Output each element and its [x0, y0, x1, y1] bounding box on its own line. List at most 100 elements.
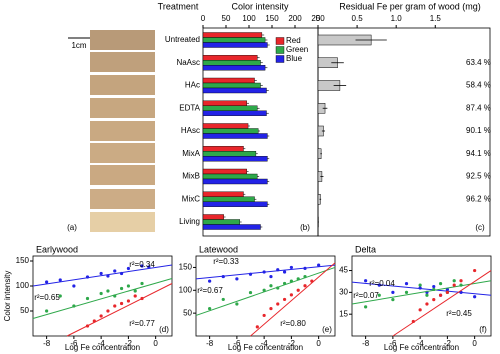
x-tick-label: 50	[222, 14, 231, 23]
scatter-point	[140, 281, 144, 286]
x-tick-label: -8	[206, 339, 214, 348]
photo	[90, 30, 155, 50]
y-tick-label: 45	[339, 266, 348, 275]
chart-title: Latewood	[199, 244, 238, 254]
bar	[202, 65, 266, 71]
scatter-point	[269, 306, 273, 311]
scatter-point	[147, 265, 151, 269]
bar	[202, 146, 244, 152]
reduction-label: 87.4 %	[466, 103, 491, 112]
photo	[90, 121, 155, 141]
scatter-point	[72, 284, 76, 288]
scatter-point	[391, 290, 395, 294]
r2-label: r²=0.33	[213, 257, 239, 266]
x-tick-label: 200	[288, 14, 302, 23]
scatter-point	[425, 302, 429, 306]
scatter-point	[364, 305, 368, 309]
panel-label: (a)	[67, 223, 77, 232]
scatter-point	[99, 271, 103, 276]
y-tick-label: 50	[20, 306, 29, 315]
category-label: Living	[179, 217, 200, 226]
scatter-point	[404, 282, 409, 286]
legend-label: Green	[286, 45, 308, 54]
scatter-point	[377, 293, 381, 297]
scatter-point	[289, 265, 293, 270]
bar	[202, 110, 267, 116]
scatter-point	[106, 309, 110, 313]
x-tick-label: -4	[417, 339, 425, 348]
x-axis-label: Log Fe concentration	[384, 343, 459, 352]
scatter-point	[85, 296, 90, 301]
bar	[202, 60, 261, 66]
category-label: MixB	[182, 172, 200, 181]
chart-title: Earlywood	[36, 244, 78, 254]
plot-frame	[195, 255, 336, 337]
bar	[202, 214, 224, 220]
photo	[90, 75, 155, 95]
scatter-point	[296, 288, 300, 292]
x-tick-label: 1.5	[430, 14, 442, 23]
x-tick-label: -8	[362, 339, 370, 348]
panel-label: (c)	[475, 223, 485, 232]
category-label: Untreated	[165, 35, 200, 44]
fit-line	[250, 262, 336, 337]
scatter-point	[425, 293, 429, 297]
x-tick-label: -2	[444, 339, 452, 348]
scatter-point	[140, 264, 144, 268]
x-tick-label: 0	[316, 14, 321, 23]
panel-label: (f)	[479, 325, 487, 334]
scatter-point	[438, 282, 443, 286]
scatter-point	[364, 279, 368, 283]
photo	[90, 143, 155, 163]
x-tick-label: -4	[261, 339, 269, 348]
x-tick-label: -6	[389, 339, 397, 348]
scatter-point	[235, 277, 239, 281]
reduction-label: 63.4 %	[466, 58, 491, 67]
bar	[202, 196, 255, 202]
x-tick-label: 150	[265, 14, 279, 23]
scatter-point	[459, 279, 463, 283]
photo	[90, 52, 155, 72]
scatter-point	[269, 274, 273, 279]
scatter-point	[126, 266, 130, 271]
scatter-point	[269, 284, 273, 288]
category-label: NaAsc	[176, 58, 200, 67]
x-tick-label: -8	[43, 339, 51, 348]
fit-line	[195, 264, 336, 280]
scatter-point	[445, 290, 449, 294]
reduction-label: 96.2 %	[466, 194, 491, 203]
scatter-point	[58, 294, 62, 298]
scatter-point	[106, 289, 110, 293]
x-axis-label: Log Fe concentration	[65, 343, 140, 352]
bar	[202, 100, 247, 106]
chart-title: Residual Fe per gram of wood (mg)	[339, 1, 481, 11]
photo	[90, 189, 155, 209]
scatter-point	[473, 295, 477, 299]
bar	[202, 37, 266, 43]
scatter-point	[391, 298, 395, 302]
scatter-point	[99, 314, 103, 318]
r2-label: r²=0.07	[353, 291, 379, 300]
reduction-label: 58.4 %	[466, 81, 491, 90]
scatter-point	[133, 294, 137, 298]
bar	[202, 133, 268, 139]
scatter-point	[113, 304, 117, 308]
x-tick-label: -4	[98, 339, 106, 348]
fit-line	[66, 283, 173, 337]
x-tick-label: 0	[153, 339, 158, 348]
scatter-point	[113, 269, 117, 273]
x-tick-label: 1.0	[391, 14, 403, 23]
x-tick-label: 100	[242, 14, 256, 23]
legend-swatch	[275, 55, 285, 63]
scatter-point	[58, 278, 62, 282]
reduction-label: 94.1 %	[466, 149, 491, 158]
scatter-point	[99, 291, 103, 296]
r2-label: r²=0.45	[446, 309, 472, 318]
category-label: EDTA	[179, 103, 200, 112]
category-label: MixA	[182, 149, 200, 158]
legend-swatch	[275, 46, 285, 54]
r2-label: r²=0.77	[129, 319, 155, 328]
scatter-point	[282, 270, 287, 274]
bar	[202, 178, 268, 185]
y-tick-label: 30	[339, 287, 348, 296]
